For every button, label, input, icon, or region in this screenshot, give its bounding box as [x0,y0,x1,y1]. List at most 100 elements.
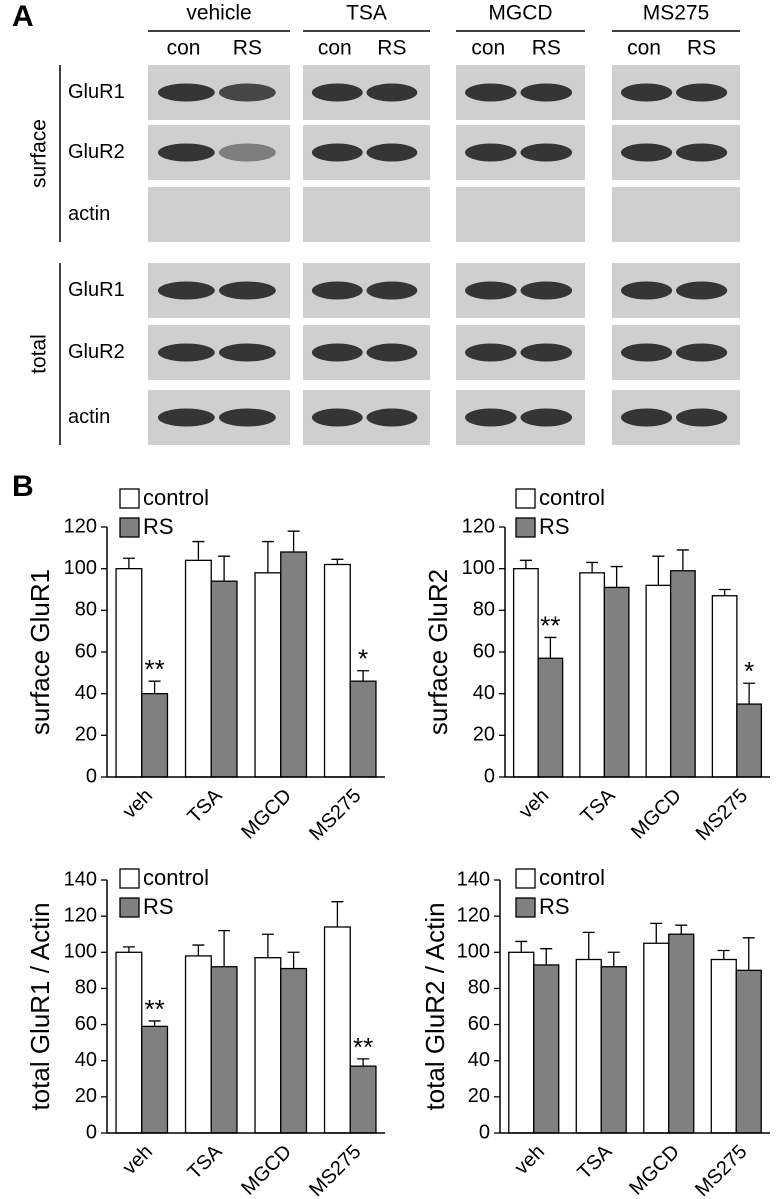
error-bar [582,931,595,960]
bar [600,966,627,1134]
legend-swatch [515,897,536,918]
panel-label: B [12,470,34,503]
panel-label: A [12,0,34,33]
bar [254,572,282,778]
error-bar [357,1058,370,1067]
error-bar [218,929,231,967]
blot-band [520,343,573,362]
blot-band [219,143,276,162]
legend-label: RS [539,894,570,919]
blot-band [520,143,573,162]
legend-swatch [119,868,140,889]
blot-band [219,408,276,427]
bar [280,967,308,1134]
error-bar [717,949,730,960]
bar [210,580,238,778]
x-tick-label: TSA [183,1140,227,1184]
blot-band [520,408,573,427]
bar [603,586,630,778]
section-label: total [28,334,51,374]
y-tick-label: 20 [473,724,495,746]
y-tick-label: 120 [64,904,97,926]
legend-swatch [515,517,536,538]
blot-band [620,281,673,300]
legend-swatch [515,868,536,889]
lane-label: RS [532,37,561,60]
bar [141,693,169,778]
error-bar [650,922,663,944]
bar [537,657,564,778]
bar [323,926,351,1134]
legend-label: RS [143,894,174,919]
blot-strip [148,187,290,242]
error-bar [742,937,755,971]
blot-band [311,343,363,362]
lane-label: con [471,37,505,60]
legend-swatch [119,488,140,509]
significance-label: ** [144,654,164,684]
error-bar [743,682,756,705]
bar [115,568,143,778]
y-axis-label: total GluR1 / Actin [25,902,55,1110]
significance-label: * [358,644,368,674]
error-bar [192,540,205,561]
error-bar [586,561,599,573]
bar [508,951,535,1134]
legend-swatch [119,517,140,538]
group-label: MGCD [488,2,552,25]
bar [115,951,143,1134]
y-axis-label: surface GluR2 [423,569,453,735]
error-bar [148,1020,161,1027]
blot-band [465,408,517,427]
y-axis-label: surface GluR1 [25,569,55,735]
lane-label: RS [687,37,716,60]
blot-band [219,83,276,102]
row-label: GluR2 [68,341,125,363]
group-label: MS275 [643,2,710,25]
legend-swatch [119,897,140,918]
significance-label: ** [144,994,164,1024]
bar [735,969,762,1134]
y-tick-label: 80 [473,599,495,621]
blot-band [620,408,673,427]
error-bar [652,555,665,586]
y-tick-label: 0 [484,765,495,787]
blot-band [366,343,418,362]
y-tick-label: 120 [457,904,490,926]
y-axis-label: total GluR2 / Actin [420,902,450,1110]
blot-band [157,343,215,362]
x-tick-label: MGCD [625,1141,684,1199]
y-tick-label: 0 [86,1121,97,1143]
blot-band [311,281,363,300]
blot-band [465,83,517,102]
blot-band [520,281,573,300]
bar [736,703,763,778]
legend-label: control [143,485,209,510]
bar [711,595,738,778]
blot-band [157,408,215,427]
blot-band [311,408,363,427]
x-tick-label: TSA [183,784,227,828]
bar [184,559,212,778]
error-bar [718,588,731,596]
x-tick-label: veh [119,1141,157,1179]
y-tick-label: 40 [75,682,97,704]
lane-label: con [627,37,661,60]
error-bar [331,901,344,927]
bar [349,1065,377,1134]
error-bar [261,933,274,958]
error-bar [287,951,300,969]
x-tick-label: veh [119,785,157,823]
x-tick-label: TSA [577,784,621,828]
error-bar [357,670,370,682]
error-bar [540,948,553,965]
error-bar [515,940,528,953]
bar [710,958,737,1134]
bar [254,957,282,1134]
blot-band [366,408,418,427]
blot-band [219,281,276,300]
error-bar [519,559,532,569]
row-label: actin [68,203,110,225]
blot-band [465,343,517,362]
